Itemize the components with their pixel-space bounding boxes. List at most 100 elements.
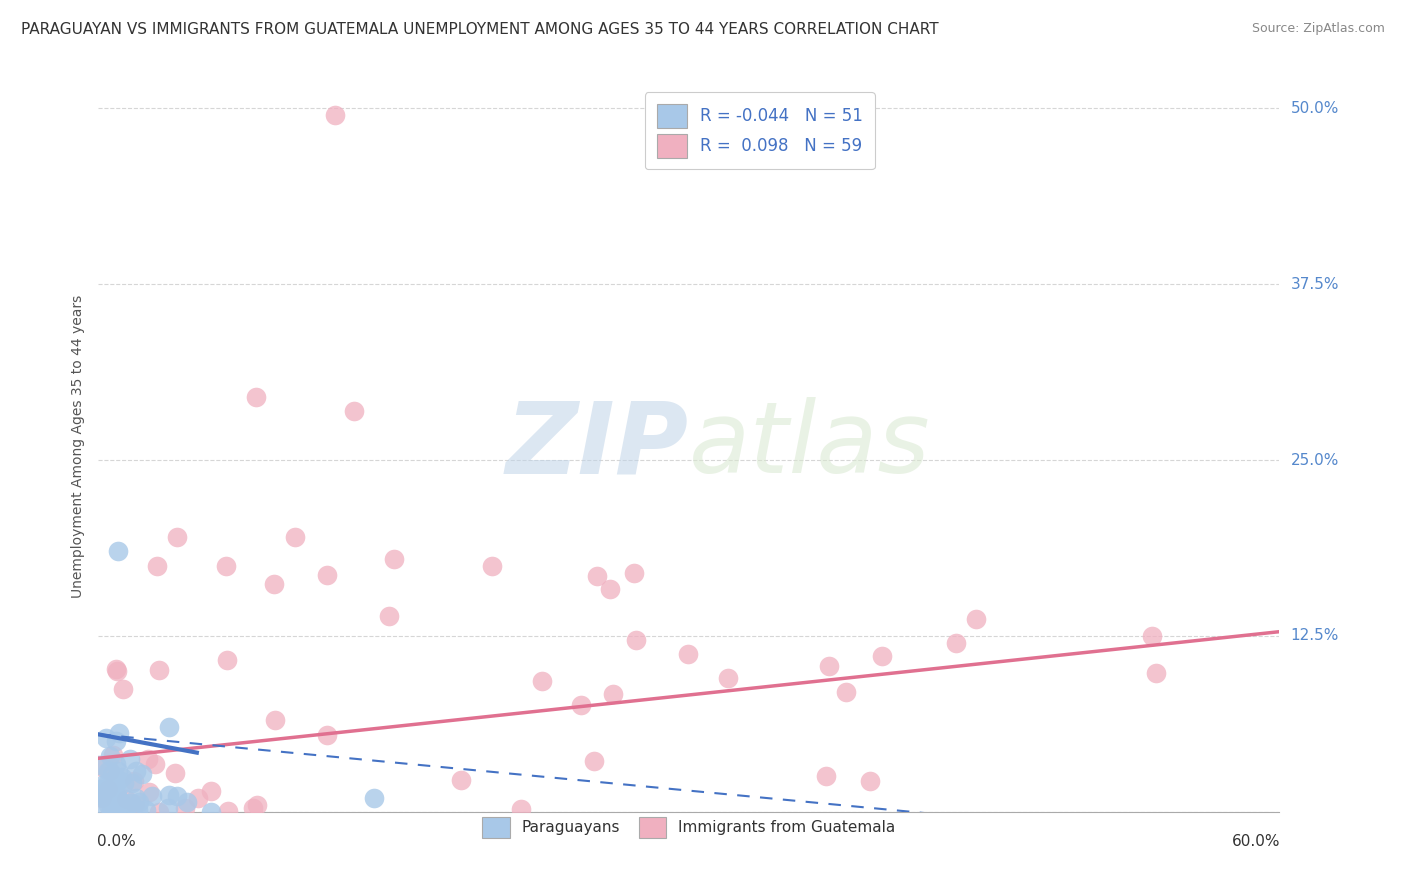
Point <box>105 662 128 676</box>
Point <box>118 752 141 766</box>
Point <box>101 797 124 811</box>
Point <box>166 530 188 544</box>
Point <box>120 796 142 810</box>
Point <box>107 544 129 558</box>
Point <box>90 786 112 800</box>
Point <box>122 774 145 789</box>
Point <box>859 774 882 789</box>
Point <box>94 731 117 746</box>
Point <box>121 775 143 789</box>
Point <box>131 766 153 780</box>
Point <box>187 790 209 805</box>
Text: 0.0%: 0.0% <box>97 834 136 848</box>
Point <box>101 786 124 800</box>
Text: Source: ZipAtlas.com: Source: ZipAtlas.com <box>1251 22 1385 36</box>
Point <box>245 390 267 404</box>
Point <box>111 681 134 696</box>
Point <box>98 749 121 764</box>
Point <box>143 757 166 772</box>
Point <box>217 804 239 818</box>
Point <box>96 782 118 797</box>
Point <box>90 760 112 774</box>
Point <box>602 687 624 701</box>
Legend: Paraguayans, Immigrants from Guatemala: Paraguayans, Immigrants from Guatemala <box>477 811 901 845</box>
Point <box>157 720 180 734</box>
Point <box>103 772 125 787</box>
Point <box>125 764 148 779</box>
Point <box>89 782 111 797</box>
Point <box>127 803 149 817</box>
Point <box>378 608 401 623</box>
Point <box>245 798 267 813</box>
Point <box>157 788 180 802</box>
Point <box>717 671 740 685</box>
Point <box>148 663 170 677</box>
Point <box>1144 666 1167 681</box>
Point <box>166 789 188 803</box>
Point <box>1140 629 1163 643</box>
Point <box>104 786 127 800</box>
Point <box>284 530 307 544</box>
Point <box>363 790 385 805</box>
Text: atlas: atlas <box>689 398 931 494</box>
Point <box>200 784 222 798</box>
Point <box>91 790 114 805</box>
Point <box>101 796 124 810</box>
Point <box>97 774 120 789</box>
Point <box>141 789 163 803</box>
Point <box>818 659 841 673</box>
Text: 12.5%: 12.5% <box>1291 628 1339 643</box>
Point <box>104 793 127 807</box>
Point <box>135 803 157 817</box>
Point <box>101 747 124 762</box>
Point <box>128 795 150 809</box>
Point <box>623 566 645 581</box>
Point <box>481 558 503 573</box>
Point <box>108 773 131 788</box>
Point <box>945 636 967 650</box>
Point <box>176 796 198 810</box>
Text: 37.5%: 37.5% <box>1291 277 1339 292</box>
Point <box>108 726 131 740</box>
Y-axis label: Unemployment Among Ages 35 to 44 years: Unemployment Among Ages 35 to 44 years <box>70 294 84 598</box>
Point <box>242 801 264 815</box>
Point <box>107 764 129 779</box>
Point <box>105 800 128 814</box>
Point <box>599 582 621 596</box>
Point <box>112 776 135 790</box>
Point <box>105 789 128 803</box>
Point <box>264 713 287 727</box>
Point <box>91 801 114 815</box>
Point <box>94 791 117 805</box>
Point <box>323 108 346 122</box>
Text: ZIP: ZIP <box>506 398 689 494</box>
Point <box>450 773 472 788</box>
Point <box>531 673 554 688</box>
Point <box>110 802 132 816</box>
Point <box>94 789 117 803</box>
Point <box>110 794 132 808</box>
Point <box>510 802 533 816</box>
Text: 25.0%: 25.0% <box>1291 452 1339 467</box>
Point <box>105 734 128 748</box>
Point <box>115 792 138 806</box>
Point <box>97 797 120 812</box>
Point <box>107 789 129 804</box>
Text: 50.0%: 50.0% <box>1291 101 1339 116</box>
Point <box>114 801 136 815</box>
Point <box>382 551 405 566</box>
Point <box>97 764 120 778</box>
Point <box>105 756 128 771</box>
Point <box>125 791 148 805</box>
Point <box>124 797 146 811</box>
Point <box>100 804 122 818</box>
Point <box>569 698 592 712</box>
Point <box>624 632 647 647</box>
Point <box>146 558 169 573</box>
Point <box>148 805 170 819</box>
Point <box>835 685 858 699</box>
Point <box>678 648 700 662</box>
Point <box>100 764 122 778</box>
Point <box>157 800 180 814</box>
Point <box>217 653 239 667</box>
